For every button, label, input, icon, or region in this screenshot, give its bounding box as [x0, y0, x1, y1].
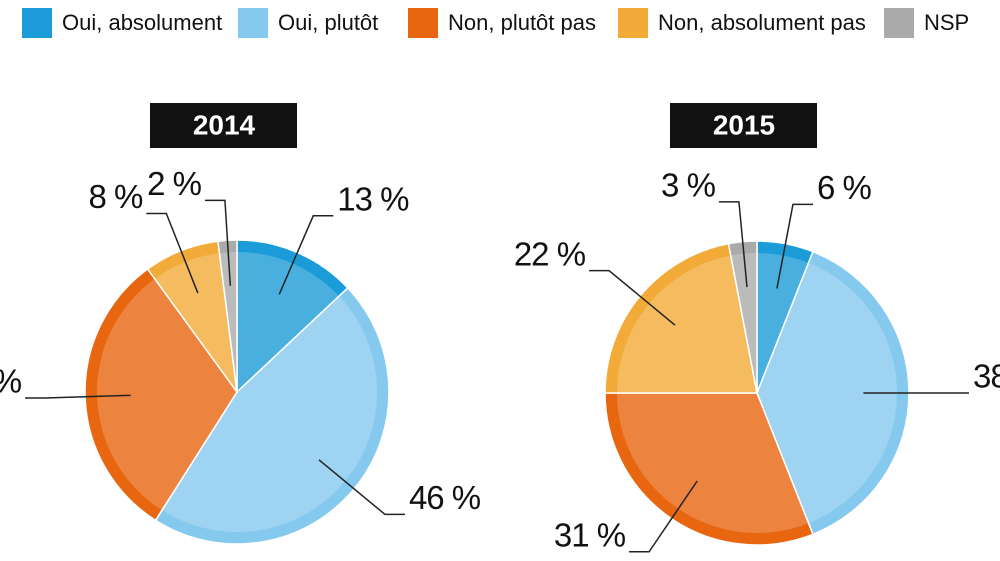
legend-label: Non, plutôt pas — [448, 10, 596, 35]
legend-swatch — [238, 8, 268, 38]
value-label: 46 % — [409, 479, 481, 516]
legend-swatch — [22, 8, 52, 38]
value-label: 31 % — [554, 517, 626, 554]
legend-swatch — [408, 8, 438, 38]
slice-inner — [757, 253, 809, 393]
slice-inner — [730, 253, 757, 393]
leader-line — [318, 459, 405, 516]
chart-title: 2014 — [193, 109, 256, 140]
leader-line — [589, 269, 676, 326]
legend-label: NSP — [924, 10, 969, 35]
slice-inner — [219, 252, 237, 392]
slice-inner — [757, 262, 897, 524]
value-label: 6 % — [817, 169, 872, 206]
leader-line — [146, 212, 199, 294]
value-label: 38 % — [973, 358, 1000, 395]
title-box — [670, 103, 817, 148]
slice — [236, 239, 349, 394]
slice-inner — [237, 252, 340, 392]
leader-line — [718, 201, 748, 288]
value-label: 8 % — [88, 178, 143, 215]
leader-line — [25, 394, 131, 399]
slice-inner — [161, 296, 377, 532]
leader-line — [204, 199, 232, 286]
slice — [154, 286, 390, 545]
slice-inner — [617, 255, 757, 393]
value-label: 22 % — [514, 235, 586, 272]
value-label: 31 % — [0, 363, 22, 400]
slice — [756, 250, 910, 536]
slice-inner — [96, 278, 238, 511]
legend-swatch — [884, 8, 914, 38]
chart-title: 2015 — [713, 109, 775, 140]
legend-swatch — [618, 8, 648, 38]
leader-line — [629, 480, 698, 553]
value-label: 13 % — [337, 181, 409, 218]
leader-line — [776, 203, 813, 289]
slice-inner — [617, 393, 809, 533]
value-label: 2 % — [147, 165, 202, 202]
leader-line — [278, 215, 334, 295]
value-label: 3 % — [661, 167, 716, 204]
title-box — [150, 103, 297, 148]
legend-label: Oui, plutôt — [278, 10, 378, 35]
legend-label: Non, absolument pas — [658, 10, 866, 35]
legend-label: Oui, absolument — [62, 10, 222, 35]
slice-inner — [154, 253, 237, 392]
